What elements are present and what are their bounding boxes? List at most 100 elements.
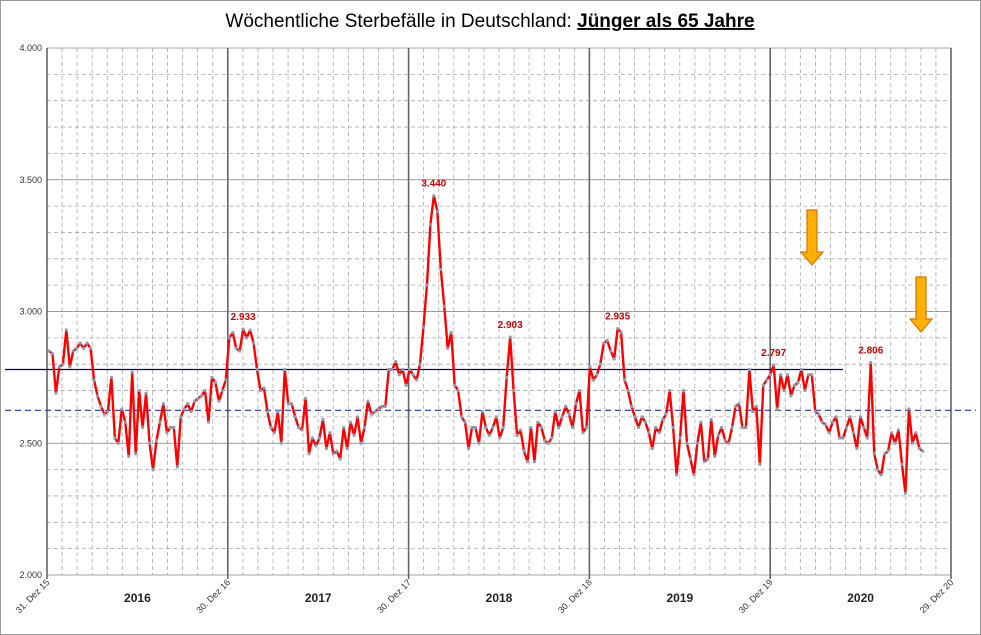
data-point: [262, 386, 266, 390]
data-point: [307, 452, 311, 456]
data-point: [231, 330, 235, 335]
data-point: [841, 436, 845, 440]
data-point: [775, 407, 779, 411]
data-point: [910, 441, 914, 445]
data-point: [276, 410, 280, 414]
data-point: [602, 341, 606, 345]
data-point: [692, 473, 696, 477]
value-label: 2.903: [498, 320, 523, 331]
data-point: [217, 399, 221, 403]
y-tick-label: 4.000: [19, 43, 42, 53]
data-point: [834, 415, 838, 419]
chart-title: Wöchentliche Sterbefälle in Deutschland:…: [225, 11, 754, 32]
data-point: [772, 363, 776, 367]
data-point: [421, 325, 426, 329]
data-point: [515, 433, 519, 437]
data-point: [182, 407, 186, 411]
data-point: [75, 346, 79, 350]
data-point: [671, 425, 675, 430]
data-point: [709, 417, 713, 422]
y-tick-label: 2.000: [19, 570, 42, 580]
data-point: [134, 452, 138, 456]
data-point: [789, 394, 793, 398]
data-point: [439, 267, 443, 271]
data-point: [453, 383, 457, 387]
data-point: [130, 370, 134, 374]
data-point: [570, 425, 575, 430]
data-point: [303, 396, 308, 401]
data-point: [799, 367, 804, 372]
data-point: [768, 373, 772, 377]
data-point: [428, 222, 432, 227]
data-point: [397, 373, 401, 377]
data-point: [220, 388, 224, 393]
data-point: [737, 402, 741, 406]
data-point: [196, 396, 200, 401]
data-point: [650, 446, 654, 451]
data-point: [661, 417, 665, 422]
title-text: Wöchentliche Sterbefälle in Deutschland:: [225, 11, 577, 32]
data-point: [616, 327, 620, 331]
data-point: [827, 431, 831, 435]
data-point: [300, 428, 304, 432]
data-point: [432, 193, 436, 198]
data-point: [820, 420, 824, 424]
data-point: [314, 444, 318, 448]
data-point: [643, 420, 647, 424]
data-point: [435, 209, 439, 213]
data-point: [785, 373, 790, 377]
data-point: [227, 336, 231, 340]
data-point: [536, 420, 540, 424]
data-point: [179, 415, 183, 419]
data-point: [907, 407, 911, 411]
data-point: [151, 468, 155, 472]
data-point: [245, 336, 249, 340]
data-point: [193, 399, 197, 403]
data-point: [612, 357, 616, 361]
data-point: [113, 436, 117, 440]
data-point: [837, 436, 842, 440]
data-point: [903, 491, 908, 495]
data-point: [78, 341, 82, 345]
data-point: [241, 327, 245, 331]
data-point: [470, 425, 474, 430]
year-label: 2017: [305, 591, 332, 605]
data-point: [730, 425, 734, 430]
data-point: [678, 436, 682, 440]
data-point: [345, 446, 349, 451]
data-point: [560, 415, 564, 419]
data-point: [102, 412, 107, 416]
data-point: [168, 425, 172, 430]
data-point: [747, 367, 751, 372]
data-point: [761, 383, 765, 387]
data-point: [744, 425, 748, 430]
data-point: [411, 373, 415, 377]
data-point: [324, 446, 328, 451]
data-point: [238, 349, 242, 353]
data-point: [557, 425, 561, 430]
data-point: [588, 365, 592, 369]
data-point: [851, 431, 856, 435]
data-point: [442, 304, 446, 308]
data-point: [726, 441, 731, 445]
year-label: 2016: [124, 591, 151, 605]
data-point: [723, 439, 727, 443]
data-point: [473, 425, 478, 430]
data-point: [154, 439, 159, 443]
arrow: [908, 276, 934, 333]
data-point: [116, 441, 120, 445]
data-point: [92, 378, 96, 382]
data-point: [480, 410, 485, 414]
data-point: [418, 362, 422, 366]
data-point: [352, 433, 356, 437]
year-label: 2018: [486, 591, 513, 605]
data-point: [522, 449, 526, 453]
data-point: [68, 365, 72, 369]
year-label: 2019: [666, 591, 693, 605]
data-point: [803, 388, 807, 393]
data-point: [720, 425, 724, 430]
data-point: [491, 425, 495, 430]
data-point: [574, 402, 578, 406]
data-point: [449, 330, 453, 335]
